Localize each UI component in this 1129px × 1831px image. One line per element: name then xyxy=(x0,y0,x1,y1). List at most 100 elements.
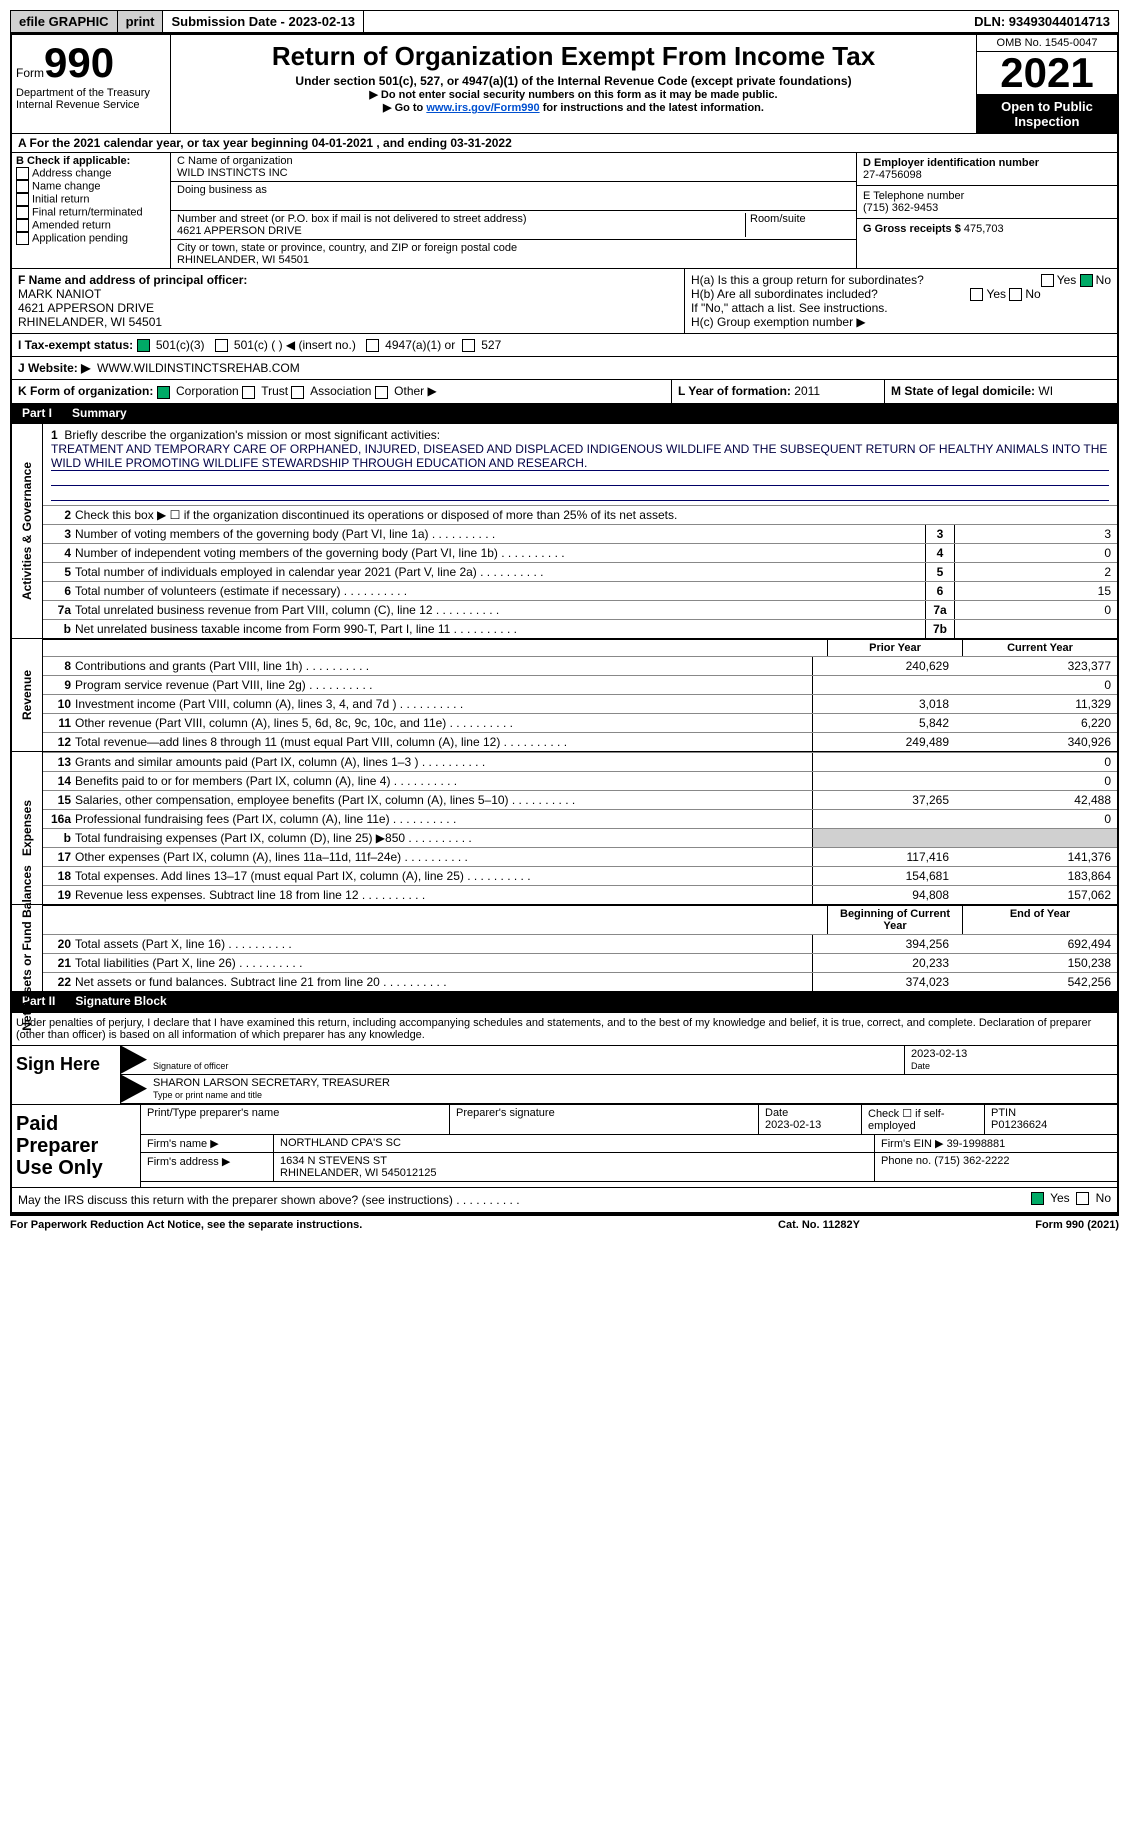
table-row: 8 Contributions and grants (Part VIII, l… xyxy=(43,656,1117,675)
table-row: 13 Grants and similar amounts paid (Part… xyxy=(43,752,1117,771)
prep-h1: Preparer's signature xyxy=(450,1105,759,1134)
line-m: M State of legal domicile: WI xyxy=(884,380,1117,402)
goto-note: ▶ Go to www.irs.gov/Form990 for instruct… xyxy=(175,101,972,114)
officer-name-title: SHARON LARSON SECRETARY, TREASURER xyxy=(153,1077,390,1089)
org-name: WILD INSTINCTS INC xyxy=(177,167,288,179)
section-d: D Employer identification number27-47560… xyxy=(856,153,1117,268)
irs-link[interactable]: www.irs.gov/Form990 xyxy=(426,102,539,114)
table-row: 9 Program service revenue (Part VIII, li… xyxy=(43,675,1117,694)
table-row: 10 Investment income (Part VIII, column … xyxy=(43,694,1117,713)
val-7a: 0 xyxy=(955,601,1117,619)
irs-label: Internal Revenue Service xyxy=(16,99,166,111)
discuss-label: May the IRS discuss this return with the… xyxy=(18,1191,911,1209)
footer: For Paperwork Reduction Act Notice, see … xyxy=(10,1214,1119,1231)
paid-preparer-label: Paid Preparer Use Only xyxy=(12,1105,141,1187)
table-row: 22 Net assets or fund balances. Subtract… xyxy=(43,972,1117,991)
form-subtitle: Under section 501(c), 527, or 4947(a)(1)… xyxy=(175,74,972,88)
col-begin: Beginning of Current Year xyxy=(827,906,962,934)
cb-assoc[interactable] xyxy=(291,386,304,399)
col-prior: Prior Year xyxy=(827,640,962,656)
line-i: I Tax-exempt status: 501(c)(3) 501(c) ( … xyxy=(12,334,1117,356)
mission-text: TREATMENT AND TEMPORARY CARE OF ORPHANED… xyxy=(51,442,1109,471)
cat-no: Cat. No. 11282Y xyxy=(719,1219,919,1231)
val-6: 15 xyxy=(955,582,1117,600)
cb-amended[interactable]: Amended return xyxy=(16,219,166,232)
table-row: b Total fundraising expenses (Part IX, c… xyxy=(43,828,1117,847)
street-value: 4621 APPERSON DRIVE xyxy=(177,225,302,237)
prep-date: 2023-02-13 xyxy=(765,1119,821,1131)
tel-value: (715) 362-9453 xyxy=(863,202,938,214)
line-l: L Year of formation: 2011 xyxy=(671,380,884,402)
submission-date: Submission Date - 2023-02-13 xyxy=(163,11,364,32)
cb-other[interactable] xyxy=(375,386,388,399)
dba-label: Doing business as xyxy=(177,184,267,196)
section-f: F Name and address of principal officer:… xyxy=(12,269,684,333)
table-row: 18 Total expenses. Add lines 13–17 (must… xyxy=(43,866,1117,885)
print-button[interactable]: print xyxy=(118,11,164,32)
cb-527[interactable] xyxy=(462,339,475,352)
cb-name-change[interactable]: Name change xyxy=(16,180,166,193)
table-row: 16a Professional fundraising fees (Part … xyxy=(43,809,1117,828)
mission-label: Briefly describe the organization's miss… xyxy=(64,428,440,442)
line-5: Total number of individuals employed in … xyxy=(75,563,925,581)
cb-501c[interactable] xyxy=(215,339,228,352)
public-inspection: Open to Public Inspection xyxy=(977,95,1117,133)
line-6: Total number of volunteers (estimate if … xyxy=(75,582,925,600)
cb-initial-return[interactable]: Initial return xyxy=(16,193,166,206)
dln-label: DLN: 93493044014713 xyxy=(966,11,1118,32)
table-row: 17 Other expenses (Part IX, column (A), … xyxy=(43,847,1117,866)
table-row: 19 Revenue less expenses. Subtract line … xyxy=(43,885,1117,904)
line-7a: Total unrelated business revenue from Pa… xyxy=(75,601,925,619)
cb-address-change[interactable]: Address change xyxy=(16,167,166,180)
line-4: Number of independent voting members of … xyxy=(75,544,925,562)
cb-final-return[interactable]: Final return/terminated xyxy=(16,206,166,219)
form-title: Return of Organization Exempt From Incom… xyxy=(175,41,972,72)
officer-addr1: 4621 APPERSON DRIVE xyxy=(18,301,154,315)
table-row: 14 Benefits paid to or for members (Part… xyxy=(43,771,1117,790)
line-a: A For the 2021 calendar year, or tax yea… xyxy=(12,133,1117,152)
line-j: J Website: ▶ WWW.WILDINSTINCTSREHAB.COM xyxy=(12,357,1117,379)
cb-application[interactable]: Application pending xyxy=(16,232,166,245)
gross-label: G Gross receipts $ xyxy=(863,223,961,235)
table-row: 12 Total revenue—add lines 8 through 11 … xyxy=(43,732,1117,751)
ssn-note: ▶ Do not enter social security numbers o… xyxy=(175,88,972,101)
h-note: If "No," attach a list. See instructions… xyxy=(691,301,1111,315)
line-7b: Net unrelated business taxable income fr… xyxy=(75,620,925,638)
cb-corp[interactable] xyxy=(157,386,170,399)
ein-value: 27-4756098 xyxy=(863,169,922,181)
firm-phone: (715) 362-2222 xyxy=(934,1155,1009,1167)
part1-header: Part I Summary xyxy=(12,403,1117,423)
line-3: Number of voting members of the governin… xyxy=(75,525,925,543)
form-container: Form990 Department of the Treasury Inter… xyxy=(10,33,1119,1214)
cb-discuss-yes[interactable] xyxy=(1031,1192,1044,1205)
pra-notice: For Paperwork Reduction Act Notice, see … xyxy=(10,1219,719,1231)
line-k: K Form of organization: Corporation Trus… xyxy=(12,380,671,402)
city-label: City or town, state or province, country… xyxy=(177,242,517,254)
sig-date: 2023-02-13 xyxy=(911,1048,967,1060)
val-4: 0 xyxy=(955,544,1117,562)
vlabel-net: Net Assets or Fund Balances xyxy=(12,905,43,991)
line-2: Check this box ▶ ☐ if the organization d… xyxy=(75,506,1117,524)
gross-value: 475,703 xyxy=(964,223,1004,235)
cb-discuss-no[interactable] xyxy=(1076,1192,1089,1205)
cb-4947[interactable] xyxy=(366,339,379,352)
form-number-box: Form990 Department of the Treasury Inter… xyxy=(12,35,171,133)
b-label: B Check if applicable: xyxy=(16,155,130,167)
section-h: H(a) Is this a group return for subordin… xyxy=(684,269,1117,333)
table-row: 15 Salaries, other compensation, employe… xyxy=(43,790,1117,809)
efile-button[interactable]: efile GRAPHIC xyxy=(11,11,118,32)
firm-addr: 1634 N STEVENS ST xyxy=(280,1155,387,1167)
tax-year: 2021 xyxy=(977,52,1117,95)
table-row: 11 Other revenue (Part VIII, column (A),… xyxy=(43,713,1117,732)
sig-officer-label: Signature of officer xyxy=(153,1061,228,1071)
table-row: 20 Total assets (Part X, line 16) 394,25… xyxy=(43,934,1117,953)
ein-label: D Employer identification number xyxy=(863,157,1039,169)
officer-addr2: RHINELANDER, WI 54501 xyxy=(18,315,162,329)
val-5: 2 xyxy=(955,563,1117,581)
form-number: 990 xyxy=(44,39,114,86)
firm-name-label: Firm's name ▶ xyxy=(141,1135,274,1152)
org-name-label: C Name of organization xyxy=(177,155,293,167)
cb-501c3[interactable] xyxy=(137,339,150,352)
cb-trust[interactable] xyxy=(242,386,255,399)
officer-name: MARK NANIOT xyxy=(18,287,101,301)
